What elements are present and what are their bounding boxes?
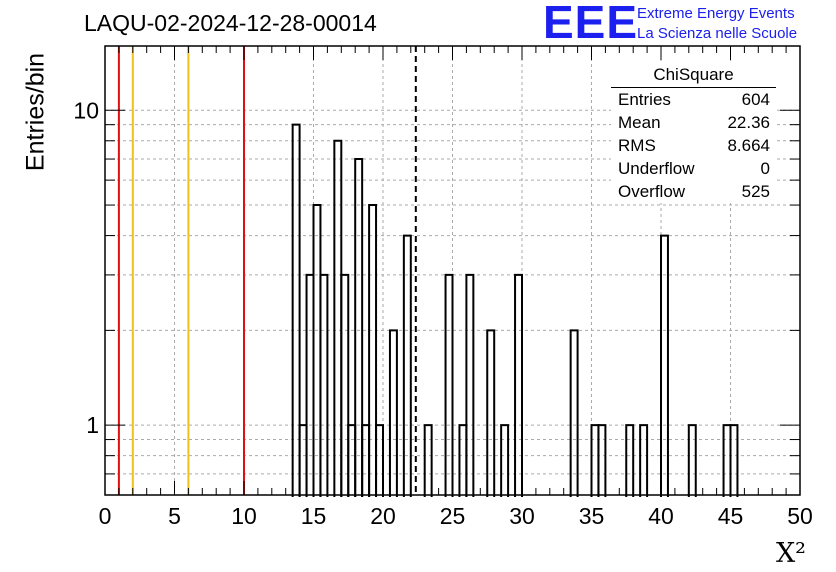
logo-caption-2: La Scienza nelle Scuole bbox=[637, 25, 798, 42]
stats-value: 8.664 bbox=[727, 136, 770, 155]
histogram-bin bbox=[388, 329, 398, 497]
histogram-bin bbox=[500, 424, 510, 497]
stats-row-rms: RMS 8.664 bbox=[611, 134, 776, 157]
stats-row-overflow: Overflow 525 bbox=[611, 180, 776, 203]
stats-row-mean: Mean 22.36 bbox=[611, 111, 776, 134]
histogram-bin bbox=[347, 424, 357, 497]
x-tick-label: 10 bbox=[231, 503, 257, 529]
y-tick-label: 1 bbox=[86, 412, 99, 438]
histogram-title: LAQU-02-2024-12-28-00014 bbox=[84, 10, 377, 36]
reference-lines bbox=[117, 46, 417, 495]
grid-lines bbox=[105, 46, 800, 496]
histogram-bin bbox=[319, 273, 329, 497]
x-axis-label: X² bbox=[775, 538, 806, 569]
x-tick-label: 45 bbox=[718, 503, 744, 529]
histogram-bin bbox=[402, 234, 412, 497]
stats-value: 525 bbox=[741, 182, 770, 201]
histogram-bin bbox=[368, 204, 378, 497]
histogram-bin bbox=[291, 123, 301, 497]
histogram-bin bbox=[354, 158, 364, 497]
histogram-bin bbox=[729, 424, 739, 497]
histogram-bin bbox=[590, 424, 600, 497]
histogram-bin bbox=[458, 424, 468, 497]
stats-box: ChiSquare Entries 604 Mean 22.36 RMS 8.6… bbox=[611, 64, 776, 203]
x-tick-label: 15 bbox=[301, 503, 327, 529]
stats-label: Entries bbox=[618, 90, 671, 109]
x-tick-label: 25 bbox=[440, 503, 466, 529]
stats-value: 604 bbox=[741, 90, 770, 109]
stats-row-underflow: Underflow 0 bbox=[611, 157, 776, 180]
histogram-bin bbox=[305, 273, 315, 497]
histogram-bin bbox=[465, 273, 475, 497]
histogram-bin bbox=[569, 329, 579, 497]
stats-title: ChiSquare bbox=[611, 64, 776, 88]
histogram-bin bbox=[597, 424, 607, 497]
x-tick-label: 40 bbox=[648, 503, 674, 529]
x-tick-label: 0 bbox=[99, 503, 112, 529]
histogram-bin bbox=[312, 204, 322, 497]
logo-caption-1: Extreme Energy Events bbox=[637, 5, 795, 22]
x-tick-label: 30 bbox=[509, 503, 535, 529]
stats-label: Mean bbox=[618, 113, 661, 132]
stats-value: 22.36 bbox=[727, 113, 770, 132]
eee-logo-letters: EEE bbox=[543, 0, 639, 48]
stats-label: Underflow bbox=[618, 159, 695, 178]
histogram-bin bbox=[486, 329, 496, 497]
y-axis-label: Entries/bin bbox=[21, 52, 50, 172]
stats-label: RMS bbox=[618, 136, 656, 155]
stats-row-entries: Entries 604 bbox=[611, 88, 776, 111]
eee-logo: EEE Extreme Energy Events La Scienza nel… bbox=[543, 0, 835, 48]
x-tick-label: 20 bbox=[370, 503, 396, 529]
axes: 1 10 0 5 10 15 20 25 30 35 40 45 50 bbox=[73, 46, 813, 529]
histogram-bin bbox=[687, 424, 697, 497]
histogram-bin bbox=[375, 424, 384, 497]
stats-label: Overflow bbox=[618, 182, 686, 201]
x-tick-label: 35 bbox=[579, 503, 605, 529]
histogram-bin bbox=[423, 424, 433, 497]
histogram-bin bbox=[340, 273, 350, 497]
histogram-bin bbox=[625, 424, 635, 497]
histogram-bin bbox=[444, 273, 454, 497]
histogram-bin bbox=[361, 424, 371, 497]
histogram-bin bbox=[660, 234, 669, 497]
y-tick-label: 10 bbox=[73, 97, 99, 123]
histogram-bin bbox=[639, 424, 649, 497]
histogram-steps bbox=[291, 123, 739, 497]
histogram-bin bbox=[333, 139, 343, 497]
x-tick-label: 50 bbox=[787, 503, 813, 529]
stats-value: 0 bbox=[760, 159, 770, 178]
x-tick-label: 5 bbox=[168, 503, 181, 529]
histogram-bin bbox=[514, 273, 523, 497]
histogram-bin bbox=[298, 424, 308, 497]
histogram-bin bbox=[722, 424, 732, 497]
